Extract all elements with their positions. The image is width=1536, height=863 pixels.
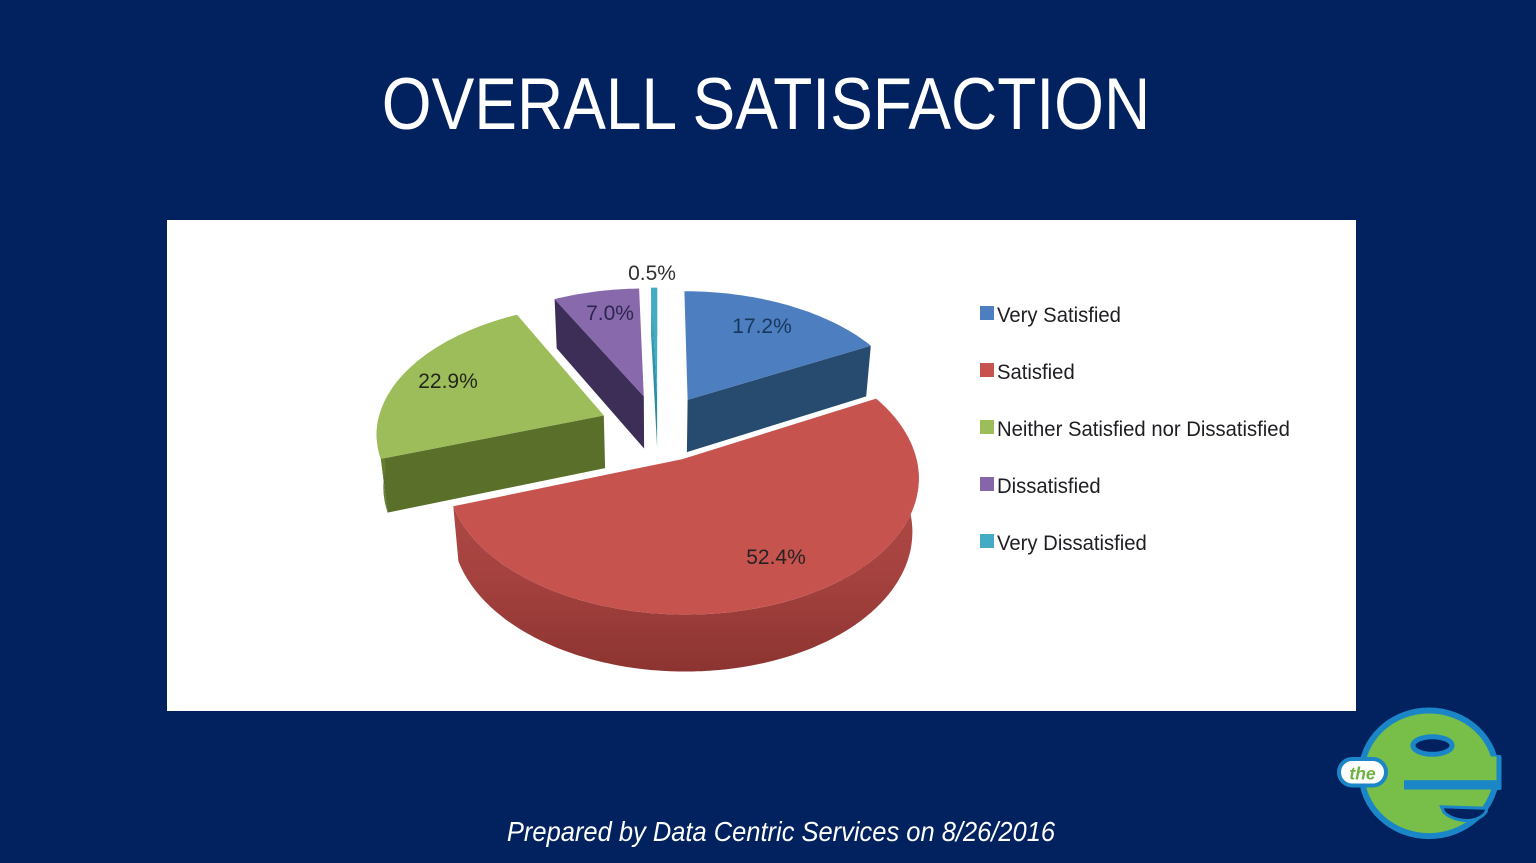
svg-text:17.2%: 17.2% — [732, 315, 792, 338]
svg-text:7.0%: 7.0% — [586, 302, 634, 325]
svg-text:52.4%: 52.4% — [746, 546, 806, 569]
svg-text:the: the — [1349, 764, 1376, 784]
svg-text:22.9%: 22.9% — [418, 370, 478, 393]
svg-text:0.5%: 0.5% — [628, 262, 676, 285]
